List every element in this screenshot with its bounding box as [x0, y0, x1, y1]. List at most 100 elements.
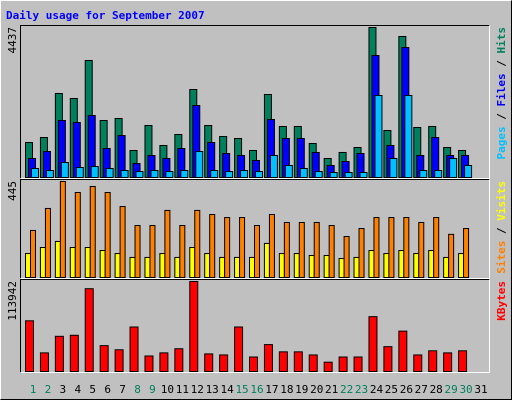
legend-entry: Sites [495, 241, 508, 274]
bar [314, 171, 323, 178]
x-tick-label: 30 [459, 383, 472, 396]
bar [284, 164, 293, 178]
x-tick-label: 29 [445, 383, 458, 396]
bar [180, 170, 189, 179]
bar [59, 181, 66, 278]
x-tick-label: 4 [74, 383, 81, 396]
bar [44, 207, 51, 278]
bar [458, 350, 468, 373]
bar [120, 170, 129, 179]
bar [398, 250, 405, 278]
bar [269, 154, 278, 178]
x-tick-label: 21 [325, 383, 338, 396]
bar [323, 254, 330, 278]
legend-separator: / [495, 221, 508, 241]
bar [84, 288, 94, 372]
bar [404, 94, 413, 178]
bar [31, 168, 39, 178]
x-tick-label: 2 [45, 383, 52, 396]
bar [254, 225, 260, 278]
panel-border-light [20, 279, 490, 373]
bar [194, 209, 201, 278]
bar [263, 344, 273, 372]
bar [389, 158, 398, 178]
bar [54, 335, 64, 372]
bar [135, 171, 144, 178]
bar [308, 354, 318, 373]
bar [90, 166, 99, 179]
bar [74, 192, 81, 278]
bar [374, 94, 383, 178]
bar [353, 256, 360, 278]
bar [464, 164, 473, 178]
bar [204, 353, 214, 373]
bar [443, 256, 450, 278]
bar [433, 217, 440, 278]
bar [159, 253, 166, 279]
bar [383, 253, 390, 279]
bar [240, 170, 249, 179]
bar [418, 221, 425, 279]
bar [25, 253, 31, 279]
bar [268, 214, 275, 279]
bar [234, 256, 241, 278]
bar [398, 330, 408, 373]
bar [413, 253, 420, 279]
bar [428, 350, 438, 373]
legend: Sites / Visits [495, 181, 508, 274]
bar [134, 225, 141, 278]
x-tick-label: 12 [191, 383, 204, 396]
x-tick-label: 19 [295, 383, 308, 396]
bar [308, 254, 315, 278]
bar [210, 170, 219, 179]
legend-entry: Visits [495, 181, 508, 221]
bar [328, 225, 335, 278]
bar [60, 161, 69, 178]
x-tick-label: 26 [400, 383, 413, 396]
bar [458, 253, 465, 279]
bar [39, 352, 49, 372]
bar [69, 247, 76, 279]
y-tick-label: 445 [6, 181, 19, 201]
bar [204, 253, 211, 279]
bar [144, 256, 151, 278]
legend-entry: Files [495, 73, 508, 106]
bar [54, 240, 61, 279]
bar [89, 185, 96, 278]
bar [343, 236, 350, 278]
bar [313, 221, 320, 279]
bar [278, 351, 288, 372]
bar [403, 217, 410, 278]
bar [105, 168, 114, 178]
bar [195, 151, 204, 178]
x-tick-label: 10 [161, 383, 174, 396]
bar [209, 214, 216, 279]
bar [75, 166, 84, 179]
bar [249, 256, 255, 278]
bar [413, 354, 423, 373]
x-tick-label: 6 [104, 383, 111, 396]
x-tick-label: 18 [280, 383, 293, 396]
bar [434, 170, 443, 179]
bar [39, 247, 46, 279]
bar [99, 345, 109, 372]
bar [224, 217, 231, 278]
legend-separator: / [495, 107, 508, 127]
bar [368, 250, 375, 278]
bar [129, 326, 139, 373]
bar [129, 256, 136, 278]
bar [45, 170, 54, 179]
bar [428, 250, 435, 278]
bar [174, 348, 184, 372]
y-tick-label: 113942 [6, 281, 19, 321]
bar [255, 171, 263, 178]
bar [114, 349, 124, 373]
bar [329, 171, 338, 178]
bar [189, 247, 196, 279]
bar [278, 253, 285, 279]
bar [225, 171, 234, 178]
x-tick-label: 16 [250, 383, 263, 396]
panel-border-dark [20, 179, 490, 279]
